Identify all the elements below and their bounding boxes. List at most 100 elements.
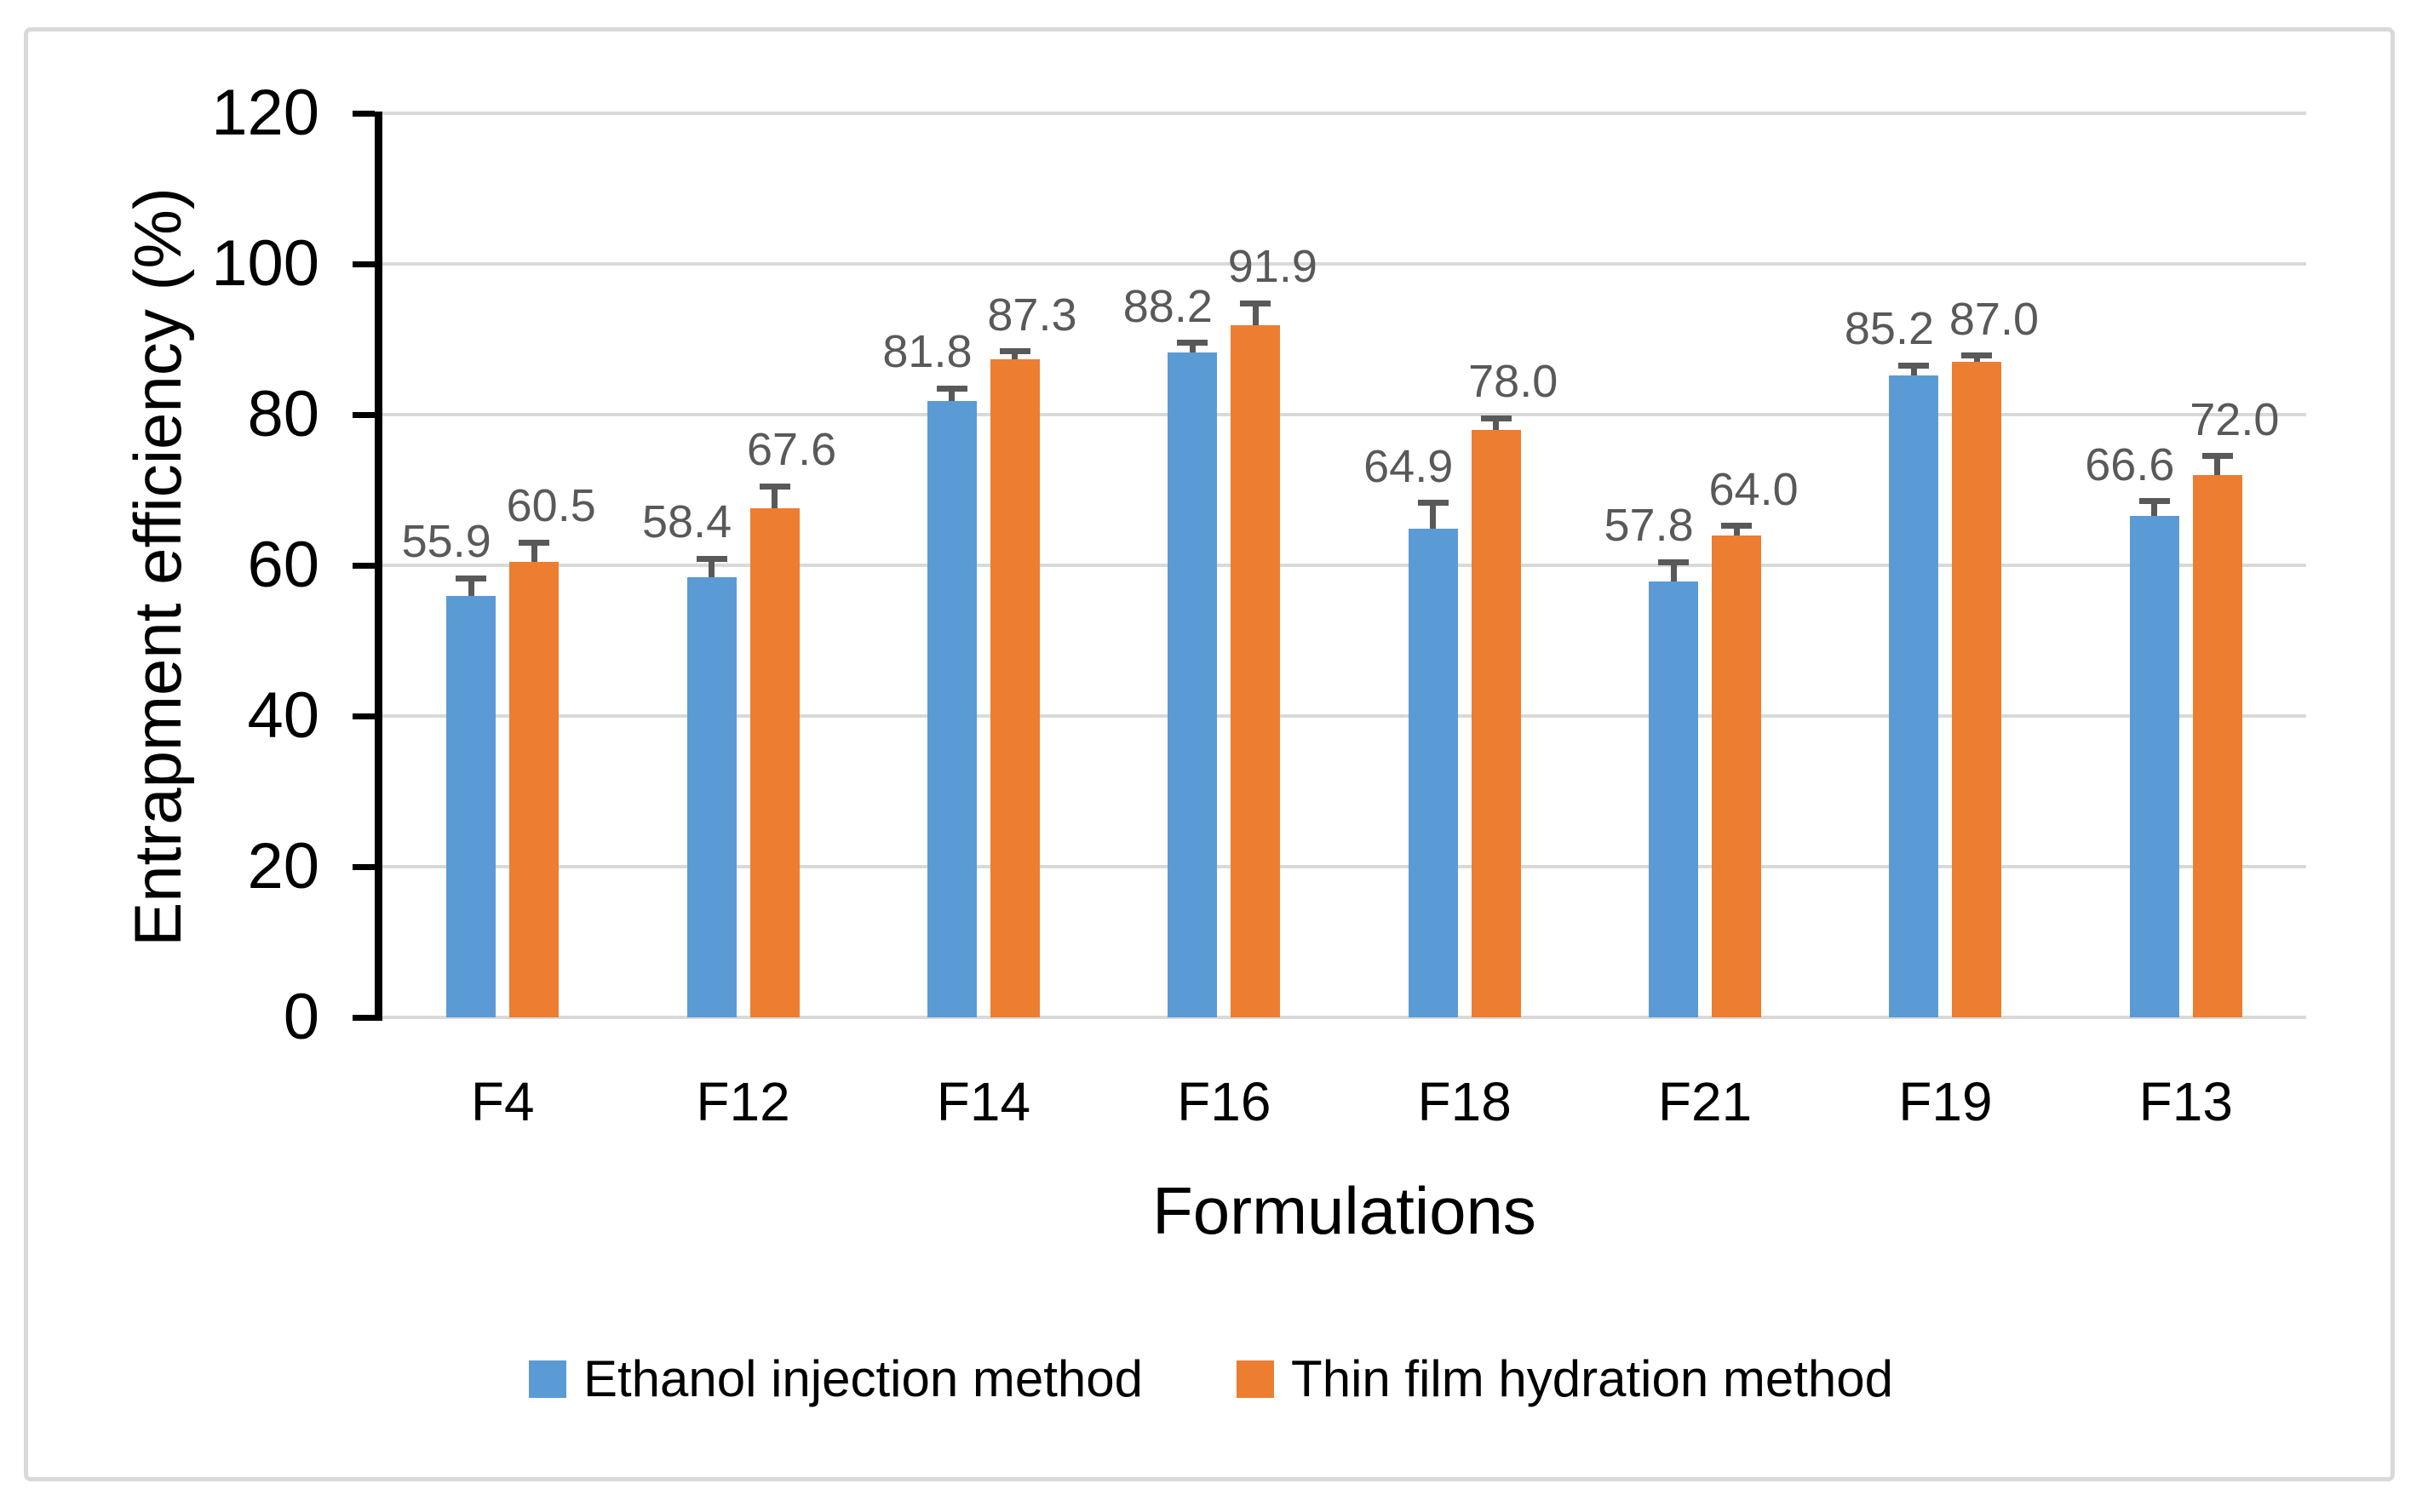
error-bar-cap-thin-film-hydration-F4: [519, 539, 550, 546]
y-tick-label-20: 20: [247, 830, 319, 902]
value-label-thin-film-hydration-F4: 60.5: [506, 480, 596, 532]
value-label-ethanol-injection-F13: 66.6: [2085, 438, 2175, 490]
error-bar-cap-ethanol-injection-F18: [1417, 500, 1449, 507]
bar-ethanol-injection-F13: [2129, 515, 2179, 1017]
legend-label-ethanol-injection: Ethanol injection method: [583, 1350, 1144, 1407]
legend-swatch-ethanol-injection-icon: [528, 1360, 566, 1398]
error-bar-cap-ethanol-injection-F13: [2138, 498, 2170, 505]
error-bar-whisker-thin-film-hydration-F14: [1012, 351, 1019, 360]
y-gridline-0: [382, 1016, 2306, 1019]
error-bar-whisker-ethanol-injection-F19: [1910, 365, 1917, 375]
error-bar-cap-thin-film-hydration-F16: [1240, 300, 1271, 306]
x-category-label-F13: F13: [2138, 1071, 2233, 1132]
bar-thin-film-hydration-F21: [1712, 535, 1762, 1017]
legend-item-ethanol-injection: Ethanol injection method: [528, 1350, 1144, 1407]
value-label-ethanol-injection-F16: 88.2: [1122, 280, 1213, 332]
y-gridline-60: [382, 564, 2306, 567]
value-label-ethanol-injection-F18: 64.9: [1363, 440, 1454, 492]
y-gridline-120: [382, 112, 2306, 115]
error-bar-whisker-ethanol-injection-F18: [1430, 502, 1437, 529]
error-bar-cap-thin-film-hydration-F18: [1480, 415, 1512, 421]
y-axis-tick-120: [353, 111, 375, 117]
bar-thin-film-hydration-F12: [749, 507, 800, 1017]
bar-ethanol-injection-F12: [686, 577, 737, 1017]
value-label-thin-film-hydration-F18: 78.0: [1468, 356, 1558, 408]
y-tick-label-40: 40: [247, 679, 319, 752]
legend-label-thin-film-hydration: Thin film hydration method: [1291, 1350, 1894, 1407]
bar-thin-film-hydration-F18: [1471, 429, 1521, 1017]
value-label-ethanol-injection-F14: 81.8: [882, 326, 973, 378]
error-bar-cap-ethanol-injection-F19: [1898, 362, 1930, 369]
error-bar-whisker-ethanol-injection-F13: [2151, 501, 2158, 516]
error-bar-cap-thin-film-hydration-F19: [1961, 352, 1993, 359]
bar-ethanol-injection-F21: [1649, 581, 1699, 1017]
error-bar-cap-ethanol-injection-F16: [1177, 340, 1208, 346]
error-bar-cap-thin-film-hydration-F14: [999, 348, 1030, 355]
x-category-label-F4: F4: [470, 1071, 535, 1132]
legend: Ethanol injection method Thin film hydra…: [0, 1352, 2422, 1406]
bar-thin-film-hydration-F4: [509, 561, 560, 1017]
y-axis-title: Entrapment efficiency (%): [120, 187, 195, 947]
y-axis-line: [375, 112, 382, 1021]
x-category-label-F21: F21: [1657, 1071, 1753, 1132]
error-bar-cap-thin-film-hydration-F21: [1721, 523, 1753, 530]
y-axis-tick-0: [353, 1015, 375, 1021]
x-axis-title: Formulations: [1152, 1173, 1536, 1248]
error-bar-cap-thin-film-hydration-F12: [759, 483, 790, 490]
error-bar-whisker-thin-film-hydration-F18: [1493, 418, 1500, 430]
error-bar-cap-ethanol-injection-F21: [1658, 558, 1690, 565]
bar-ethanol-injection-F19: [1889, 375, 1939, 1017]
error-bar-whisker-thin-film-hydration-F19: [1973, 355, 1980, 363]
y-axis-tick-60: [353, 563, 375, 569]
y-tick-label-0: 0: [283, 981, 319, 1053]
error-bar-whisker-thin-film-hydration-F4: [531, 542, 537, 562]
value-label-ethanol-injection-F12: 58.4: [642, 496, 732, 548]
bar-ethanol-injection-F14: [927, 401, 977, 1017]
y-gridline-100: [382, 262, 2306, 266]
x-category-label-F14: F14: [936, 1071, 1031, 1132]
error-bar-whisker-ethanol-injection-F14: [949, 388, 956, 402]
y-axis-tick-80: [353, 412, 375, 418]
y-axis-tick-40: [353, 713, 375, 719]
error-bar-cap-ethanol-injection-F14: [936, 385, 967, 392]
bar-thin-film-hydration-F13: [2192, 474, 2242, 1017]
value-label-thin-film-hydration-F21: 64.0: [1708, 463, 1799, 515]
y-tick-label-80: 80: [247, 378, 319, 450]
error-bar-whisker-ethanol-injection-F16: [1189, 342, 1196, 353]
error-bar-whisker-ethanol-injection-F4: [468, 578, 474, 597]
legend-item-thin-film-hydration: Thin film hydration method: [1237, 1352, 1893, 1406]
y-tick-label-100: 100: [211, 227, 319, 300]
error-bar-whisker-thin-film-hydration-F16: [1252, 303, 1259, 325]
error-bar-whisker-ethanol-injection-F21: [1670, 562, 1677, 582]
error-bar-cap-thin-film-hydration-F13: [2201, 453, 2233, 460]
y-axis-tick-20: [353, 864, 375, 870]
error-bar-cap-ethanol-injection-F12: [696, 555, 727, 562]
legend-swatch-thin-film-hydration-icon: [1237, 1360, 1275, 1398]
bar-thin-film-hydration-F14: [990, 359, 1040, 1017]
x-category-label-F12: F12: [696, 1071, 790, 1132]
value-label-ethanol-injection-F21: 57.8: [1604, 500, 1694, 552]
y-gridline-40: [382, 714, 2306, 718]
error-bar-whisker-ethanol-injection-F12: [709, 558, 715, 578]
y-axis-tick-100: [353, 261, 375, 267]
x-category-label-F16: F16: [1177, 1071, 1271, 1132]
y-tick-label-120: 120: [211, 77, 319, 149]
error-bar-whisker-thin-film-hydration-F12: [772, 486, 778, 508]
value-label-thin-film-hydration-F19: 87.0: [1949, 293, 2039, 345]
x-category-label-F18: F18: [1417, 1071, 1512, 1132]
value-label-thin-film-hydration-F13: 72.0: [2190, 393, 2280, 445]
error-bar-whisker-thin-film-hydration-F13: [2214, 455, 2221, 475]
bar-thin-film-hydration-F19: [1952, 362, 2002, 1017]
bar-ethanol-injection-F4: [446, 596, 496, 1017]
bar-thin-film-hydration-F16: [1231, 324, 1281, 1017]
error-bar-whisker-thin-film-hydration-F21: [1733, 525, 1740, 536]
y-gridline-20: [382, 865, 2306, 868]
value-label-thin-film-hydration-F16: 91.9: [1227, 241, 1317, 293]
y-gridline-80: [382, 413, 2306, 416]
y-tick-label-60: 60: [247, 529, 319, 601]
value-label-thin-film-hydration-F12: 67.6: [747, 424, 837, 476]
value-label-thin-film-hydration-F14: 87.3: [987, 289, 1077, 341]
bar-ethanol-injection-F16: [1168, 352, 1218, 1017]
